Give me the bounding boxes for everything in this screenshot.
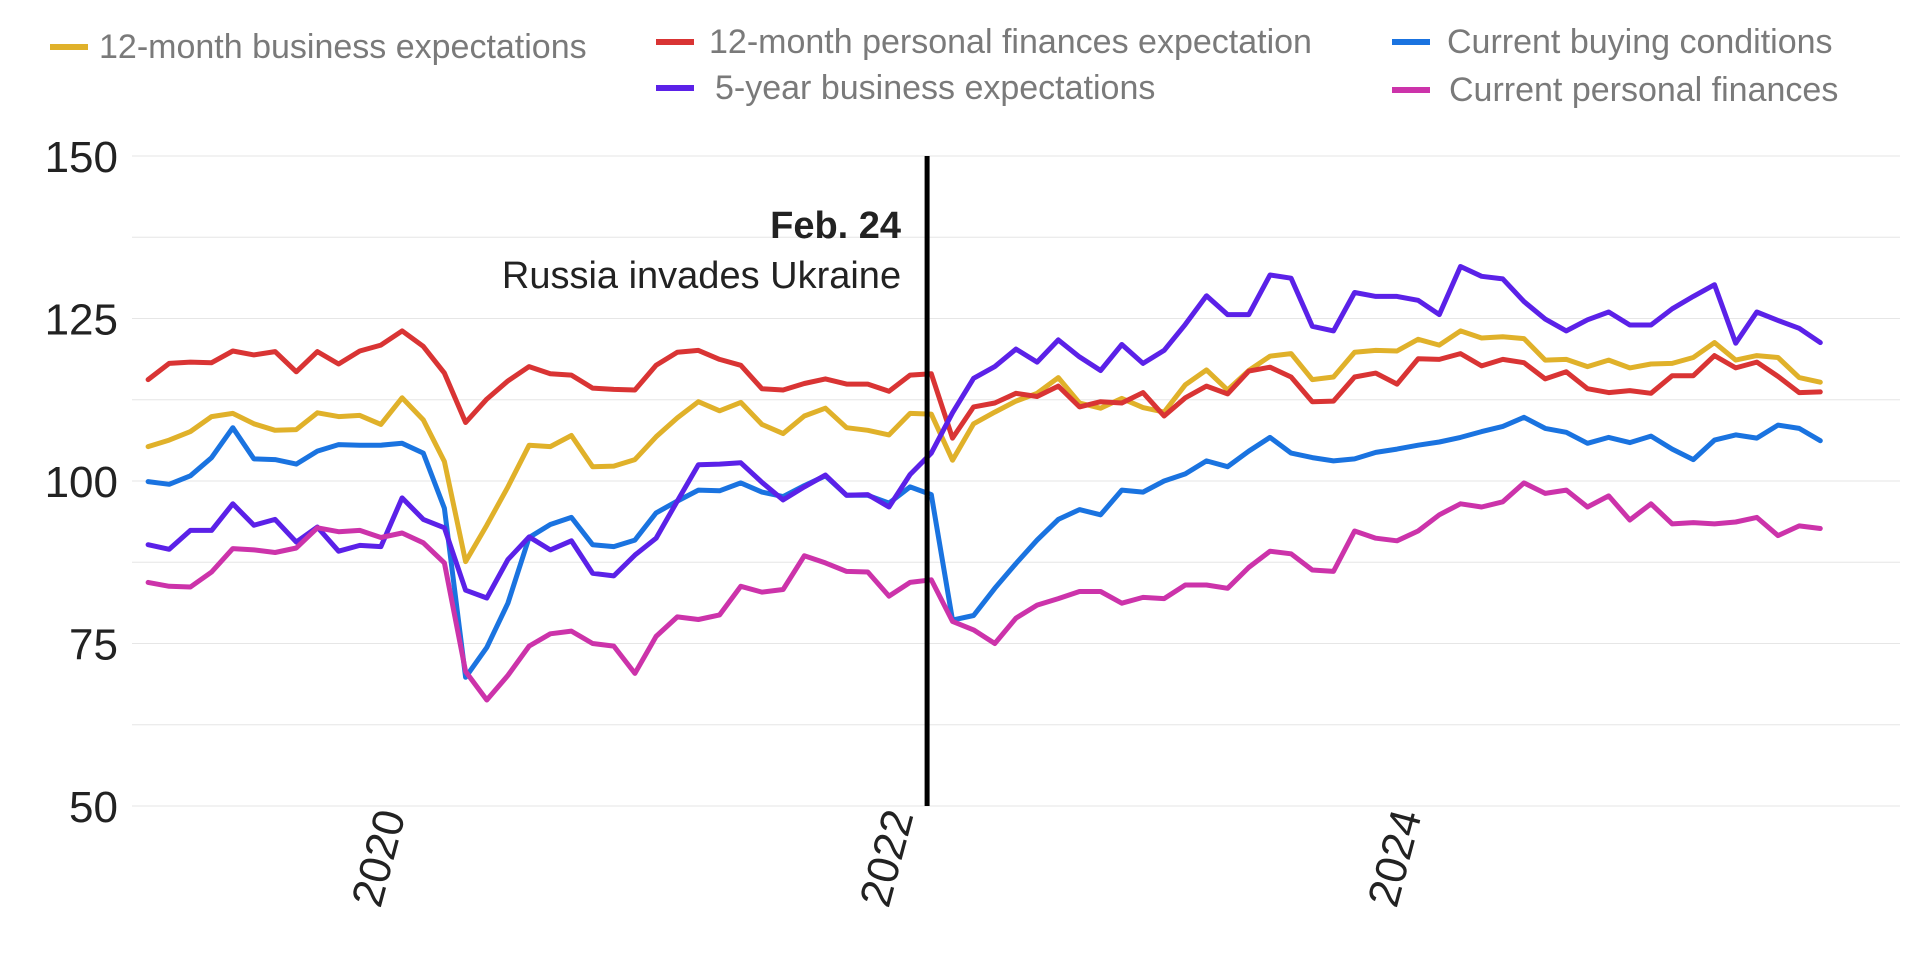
event-annotation: Feb. 24 Russia invades Ukraine — [502, 156, 930, 806]
y-axis-ticks: 50 75 100 125 150 — [45, 133, 118, 832]
annotation-event-label: Russia invades Ukraine — [502, 255, 901, 297]
legend-item-12-month-business-expectations: 12-month business expectations — [50, 28, 587, 66]
gridlines — [132, 155, 1900, 807]
series-line-current-personal-finances — [145, 480, 1823, 703]
series-line-12-month-business-expectations — [145, 328, 1823, 565]
legend-label-current-buying-conditions: Current buying conditions — [1447, 23, 1833, 61]
x-axis-ticks: 2020 2022 2024 — [343, 805, 1432, 912]
y-tick-label: 75 — [69, 621, 118, 670]
y-tick-label: 100 — [45, 458, 118, 507]
annotation-date-label: Feb. 24 — [770, 205, 901, 247]
x-tick-label: 2022 — [851, 805, 924, 912]
y-tick-label: 150 — [45, 133, 118, 182]
series-lines — [145, 264, 1823, 703]
legend-item-current-buying-conditions: Current buying conditions — [1392, 23, 1833, 61]
legend-label-12-month-personal-finances-expectation: 12-month personal finances expectation — [709, 23, 1312, 61]
legend-item-5-year-business-expectations: 5-year business expectations — [656, 69, 1155, 107]
legend-label-current-personal-finances: Current personal finances — [1449, 71, 1838, 109]
legend-label-5-year-business-expectations: 5-year business expectations — [715, 69, 1155, 107]
y-tick-label: 125 — [45, 296, 118, 345]
series-line-current-buying-conditions — [145, 414, 1823, 680]
series-line-5-year-business-expectations — [145, 264, 1823, 601]
legend-item-current-personal-finances: Current personal finances — [1392, 71, 1838, 109]
legend: 12-month business expectations 12-month … — [50, 23, 1838, 109]
series-line-12-month-personal-finances-expectation — [145, 328, 1823, 441]
y-tick-label: 50 — [69, 783, 118, 832]
legend-label-12-month-business-expectations: 12-month business expectations — [99, 28, 587, 66]
x-tick-label: 2020 — [343, 805, 416, 912]
x-tick-label: 2024 — [1359, 805, 1432, 912]
legend-item-12-month-personal-finances-expectation: 12-month personal finances expectation — [656, 23, 1312, 61]
